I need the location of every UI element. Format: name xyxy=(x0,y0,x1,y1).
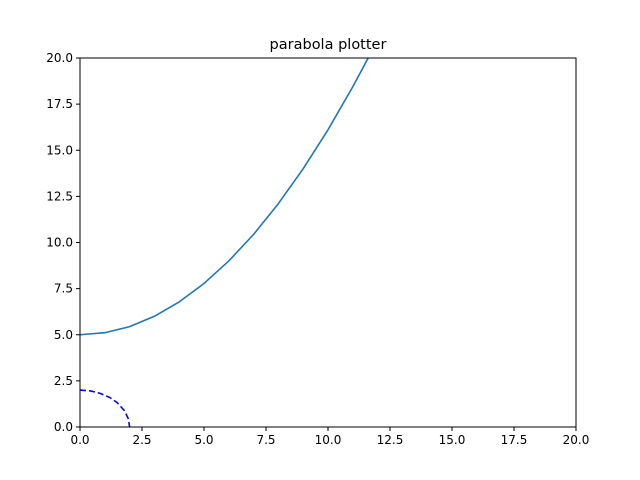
x-tick-label: 7.5 xyxy=(256,433,275,447)
y-tick-label: 10.0 xyxy=(46,236,73,250)
x-tick-label: 2.5 xyxy=(132,433,151,447)
x-tick-label: 5.0 xyxy=(194,433,213,447)
y-tick-label: 5.0 xyxy=(54,328,73,342)
y-tick-label: 7.5 xyxy=(54,282,73,296)
series-line-1 xyxy=(80,58,370,336)
series-line-2 xyxy=(80,389,131,427)
y-tick-label: 0.0 xyxy=(54,420,73,434)
y-tick-label: 20.0 xyxy=(46,51,73,65)
y-tick-label: 17.5 xyxy=(46,97,73,111)
y-tick-label: 2.5 xyxy=(54,374,73,388)
x-axis: 0.0 2.5 5.0 7.5 10.0 12.5 15.0 17.5 20.0 xyxy=(70,427,589,447)
y-tick-label: 12.5 xyxy=(46,189,73,203)
y-axis: 0.0 2.5 5.0 7.5 10.0 12.5 15.0 17.5 20.0 xyxy=(46,51,80,434)
x-tick-label: 0.0 xyxy=(70,433,89,447)
chart-title: parabola plotter xyxy=(270,37,387,53)
plot-frame xyxy=(79,57,577,428)
x-tick-label: 17.5 xyxy=(501,433,528,447)
x-tick-label: 10.0 xyxy=(315,433,342,447)
y-tick-label: 15.0 xyxy=(46,143,73,157)
series-layer xyxy=(80,58,370,427)
x-tick-label: 20.0 xyxy=(563,433,590,447)
x-tick-label: 15.0 xyxy=(439,433,466,447)
x-tick-label: 12.5 xyxy=(377,433,404,447)
